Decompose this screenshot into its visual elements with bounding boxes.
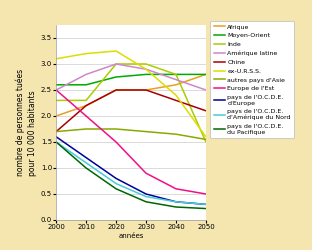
Y-axis label: nombre de personnes tuées
pour 10 000 habitants: nombre de personnes tuées pour 10 000 ha… (16, 69, 37, 176)
Legend: Afrique, Moyen-Orient, Inde, Amérique latine, Chine, ex-U.R.S.S., autres pays d': Afrique, Moyen-Orient, Inde, Amérique la… (210, 21, 294, 138)
X-axis label: années: années (118, 233, 144, 239)
